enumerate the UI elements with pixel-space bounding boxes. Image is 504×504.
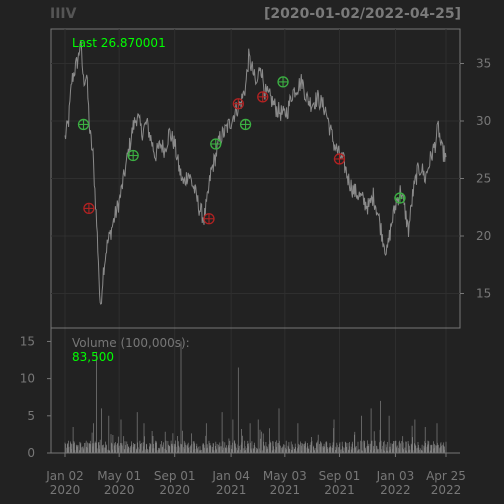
volume-axis-label: 0 — [27, 446, 35, 460]
x-tick-year-label: 2020 — [50, 483, 81, 497]
x-tick-year-label: 2021 — [270, 483, 301, 497]
symbol-title: IIIV — [50, 6, 77, 22]
sell-signal-marker — [333, 153, 346, 165]
volume-axis-label: 5 — [27, 409, 35, 423]
price-series-line — [64, 40, 447, 305]
price-axis-label: 30 — [476, 114, 491, 128]
x-tick-year-label: 2021 — [324, 483, 355, 497]
x-tick-label: Jan 02 — [45, 469, 84, 483]
x-tick-year-label: 2020 — [159, 483, 190, 497]
x-tick-label: Apr 25 — [426, 469, 466, 483]
x-tick-year-label: 2022 — [380, 483, 411, 497]
price-axis-label: 25 — [476, 172, 491, 186]
x-tick-label: Sep 01 — [154, 469, 196, 483]
price-axis-label: 35 — [476, 57, 491, 71]
buy-signal-marker — [239, 118, 252, 131]
x-tick-label: Sep 01 — [319, 469, 361, 483]
x-tick-label: Jan 03 — [376, 469, 415, 483]
last-price-label: Last 26.870001 — [72, 36, 166, 50]
sell-signal-marker — [83, 202, 95, 215]
volume-bars — [64, 341, 447, 453]
x-tick-year-label: 2021 — [216, 483, 247, 497]
buy-signal-marker — [77, 118, 90, 131]
buy-signal-marker — [210, 138, 222, 150]
volume-axis-label: 15 — [20, 334, 35, 348]
date-range-title: [2020-01-02/2022-04-25] — [263, 6, 461, 22]
sell-signal-marker — [257, 91, 269, 103]
x-tick-label: Jan 04 — [211, 469, 250, 483]
x-tick-label: May 01 — [97, 469, 141, 483]
buy-signal-marker — [394, 192, 406, 204]
sell-signal-marker — [203, 213, 215, 225]
price-axis-label: 20 — [476, 229, 491, 243]
x-tick-year-label: 2022 — [431, 483, 462, 497]
x-tick-year-label: 2020 — [104, 483, 135, 497]
x-tick-label: May 03 — [263, 469, 307, 483]
volume-axis-label: 10 — [20, 372, 35, 386]
buy-signal-marker — [277, 76, 289, 88]
price-axis-label: 15 — [476, 287, 491, 301]
buy-signal-marker — [127, 149, 139, 162]
volume-last-value: 83,500 — [72, 350, 114, 364]
sell-signal-marker — [232, 98, 244, 110]
volume-label: Volume (100,000s): — [72, 336, 190, 350]
